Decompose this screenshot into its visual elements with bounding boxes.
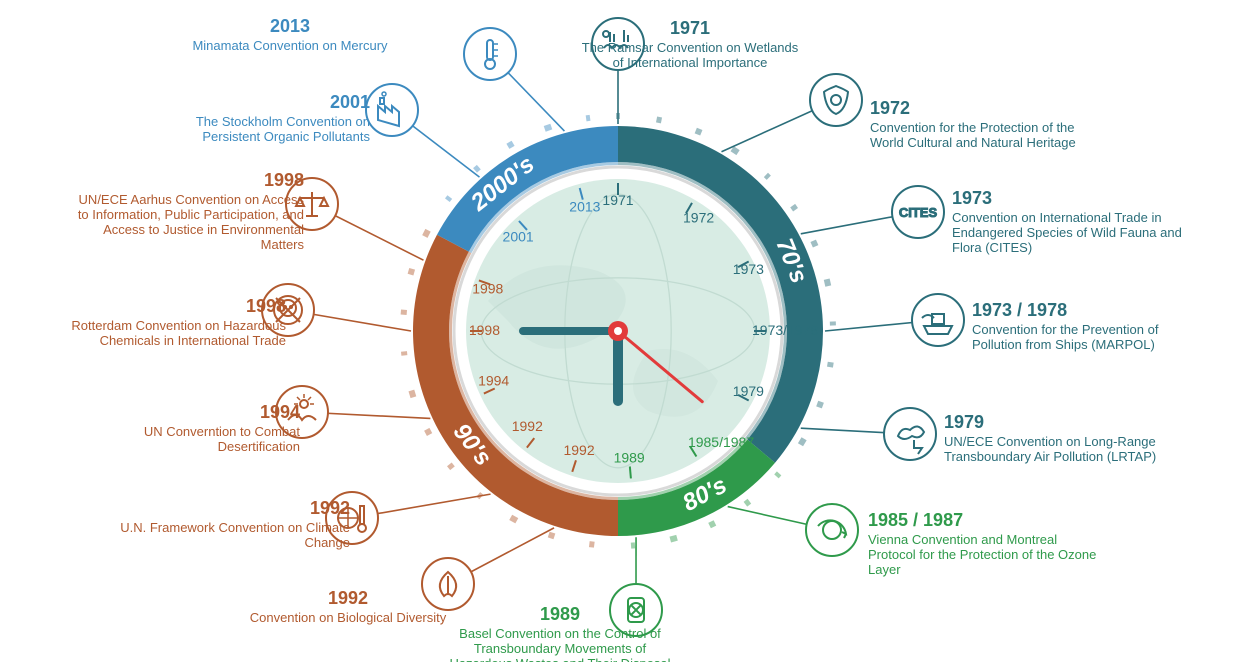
entry-unccd-1994: 1994UN Converntion to Combat Desertifica…	[70, 402, 300, 455]
entry-stockholm-2001: 2001The Stockholm Convention on Persiste…	[140, 92, 370, 145]
entry-year: 1992	[233, 588, 463, 609]
entry-desc: UN/ECE Aarhus Convention on Access to In…	[74, 193, 304, 253]
entry-year: 1998	[74, 170, 304, 191]
entry-year: 2001	[140, 92, 370, 113]
inner-year-label: 1998	[469, 322, 500, 338]
entry-year: 1972	[870, 98, 1100, 119]
entry-desc: Convention for the Prevention of Polluti…	[972, 323, 1202, 353]
entry-cites-1973: 1973Convention on International Trade in…	[952, 188, 1182, 256]
entry-marpol-1973-78: 1973 / 1978Convention for the Prevention…	[972, 300, 1202, 353]
entry-minamata-2013: 2013 Minamata Convention on Mercury	[175, 16, 405, 54]
inner-year-label: 2001	[503, 228, 534, 244]
inner-year-label: 1992	[563, 442, 594, 458]
entry-desc: UN/ECE Convention on Long-Range Transbou…	[944, 435, 1174, 465]
cites-icon: CITES	[892, 186, 944, 238]
entry-year: 1979	[944, 412, 1174, 433]
inner-year-label: 1979	[733, 383, 764, 399]
entry-year: 1973 / 1978	[972, 300, 1202, 321]
inner-year-label: 1985/1987	[688, 434, 754, 450]
inner-year-label: 1973/1978	[752, 322, 818, 338]
thermo-icon	[464, 28, 516, 80]
inner-year-label: 1989	[614, 450, 645, 466]
ship-icon	[912, 294, 964, 346]
inner-year-label: 1971	[602, 192, 633, 208]
entry-year: 1985 / 1987	[868, 510, 1098, 531]
entry-desc: Minamata Convention on Mercury	[175, 39, 405, 54]
entry-ramsar-1971: 1971The Ramsar Convention on Wetlands of…	[575, 18, 805, 71]
air-icon	[884, 408, 936, 460]
entry-year: 2013	[175, 16, 405, 37]
entry-year: 1992	[120, 498, 350, 519]
inner-year-label: 2013	[569, 198, 600, 214]
year-tick	[630, 466, 631, 478]
infographic-stage: 70's80's90's2000's197119721973CITES1973/…	[0, 0, 1237, 662]
entry-desc: Convention on Biological Diversity	[233, 611, 463, 626]
inner-year-label: 1994	[478, 373, 509, 389]
entry-heritage-1972: 1972Convention for the Protection of the…	[870, 98, 1100, 151]
factory-icon	[366, 84, 418, 136]
entry-basel-1989: 1989Basel Convention on the Control of T…	[445, 604, 675, 662]
entry-year: 1998	[56, 296, 286, 317]
inner-year-label: 1998	[472, 280, 503, 296]
entry-cbd-1992: 1992 Convention on Biological Diversity	[233, 588, 463, 626]
entry-desc: UN Converntion to Combat Desertification	[70, 425, 300, 455]
entry-year: 1994	[70, 402, 300, 423]
entry-desc: U.N. Framework Convention on Climate Cha…	[120, 521, 350, 551]
entry-desc: Rotterdam Convention on Hazardous Chemic…	[56, 319, 286, 349]
entry-desc: The Stockholm Convention on Persistent O…	[140, 115, 370, 145]
entry-desc: Vienna Convention and Montreal Protocol …	[868, 533, 1098, 578]
entry-desc: Convention on International Trade in End…	[952, 211, 1182, 256]
entry-year: 1973	[952, 188, 1182, 209]
entry-year: 1989	[445, 604, 675, 625]
entry-aarhus-1998: 1998UN/ECE Aarhus Convention on Access t…	[74, 170, 304, 253]
inner-year-label: 1973	[733, 261, 764, 277]
entry-year: 1971	[575, 18, 805, 39]
inner-year-label: 1992	[512, 418, 543, 434]
shield-icon	[810, 74, 862, 126]
entry-unfccc-1992: 1992U.N. Framework Convention on Climate…	[120, 498, 350, 551]
entry-lrtap-1979: 1979UN/ECE Convention on Long-Range Tran…	[944, 412, 1174, 465]
entry-ozone-1985-87: 1985 / 1987Vienna Convention and Montrea…	[868, 510, 1098, 578]
entry-desc: The Ramsar Convention on Wetlands of Int…	[575, 41, 805, 71]
entry-desc: Basel Convention on the Control of Trans…	[445, 627, 675, 662]
inner-year-label: 1972	[683, 209, 714, 225]
entry-rotterdam-1998: 1998Rotterdam Convention on Hazardous Ch…	[56, 296, 286, 349]
entry-desc: Convention for the Protection of the Wor…	[870, 121, 1100, 151]
svg-text:CITES: CITES	[899, 205, 938, 220]
ozone-icon	[806, 504, 858, 556]
